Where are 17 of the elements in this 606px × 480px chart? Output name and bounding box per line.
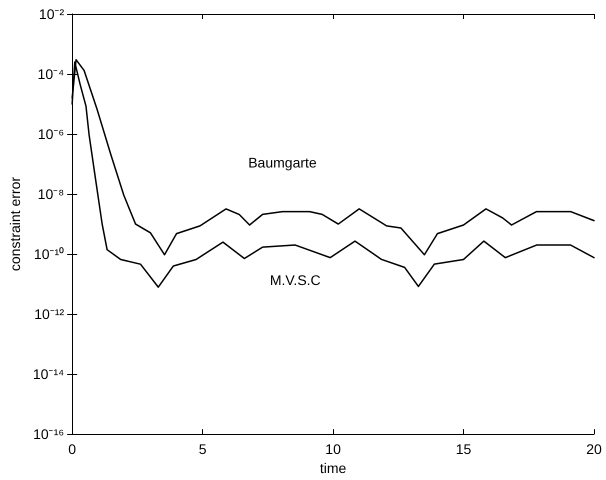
x-axis-title: time (320, 460, 347, 476)
y-axis-title: constraint error (7, 176, 23, 272)
x-tick-label: 15 (456, 441, 472, 458)
y-tick-label: 10⁻⁴ (38, 66, 64, 82)
y-tick-label: 10⁻¹⁰ (34, 246, 64, 262)
text: Baumgarte (248, 154, 317, 171)
x-tick-label: 20 (586, 441, 602, 458)
y-tick-label: 10⁻⁶ (38, 126, 64, 142)
x-tick-label: 0 (68, 441, 76, 458)
y-tick-label: 10⁻¹² (34, 306, 64, 322)
y-tick-label: 10⁻⁸ (38, 186, 64, 202)
x-tick-label: 10 (325, 441, 342, 458)
x-tick-label: 5 (198, 441, 207, 458)
y-tick-label: 10⁻¹⁶ (33, 426, 64, 442)
y-tick-label: 10⁻² (38, 6, 64, 22)
y-tick-label: 10⁻¹⁴ (32, 366, 64, 382)
series-label: M.V.S.C (270, 272, 321, 288)
